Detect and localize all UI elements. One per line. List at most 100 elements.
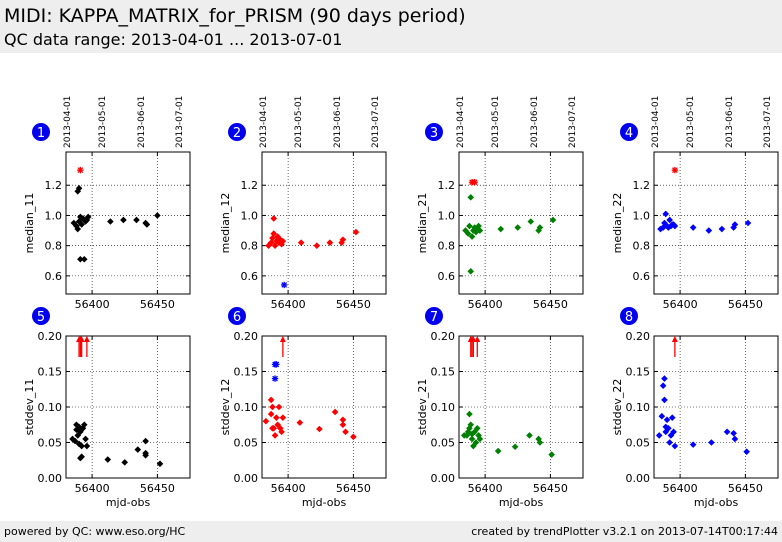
panel-5: 0.00 0.05 0.10 0.15 0.20 56400 56450 stddev_11m… [23,307,191,509]
data-point [313,242,321,249]
data-point [671,222,679,230]
data-point [473,225,481,233]
outlier-point [273,361,280,368]
data-point [275,239,283,246]
data-point [511,443,519,451]
data-point [536,439,544,446]
y-tick-label: 1.0 [633,209,651,222]
data-point [83,442,91,450]
page-title: MIDI: KAPPA_MATRIX_for_PRISM (90 days pe… [4,5,466,27]
data-point [661,375,668,382]
data-point [352,228,360,236]
data-point [339,236,347,243]
data-point [468,435,476,443]
y-tick-label: 0.6 [241,270,259,283]
data-point [476,227,484,234]
x-tick-label: 56400 [663,298,698,311]
y-tick-label: 0.10 [38,401,63,414]
data-point [80,255,88,263]
x-tick-label: 56400 [75,482,110,495]
data-point [77,454,84,462]
data-point [270,230,278,237]
y-tick-label: 0.20 [626,330,651,343]
data-point [471,428,478,436]
x-tick-label: 56400 [468,298,503,311]
data-point [462,227,469,234]
panel-badge [228,307,246,325]
y-tick-label: 0.6 [633,270,651,283]
data-point [350,433,357,441]
y-axis-label: median_22 [611,193,624,254]
y-tick-label: 1.2 [45,179,63,192]
top-date-tick-label: 2013-07-01 [371,96,381,148]
data-point [464,230,472,237]
y-axis-label: stddev_11 [23,379,36,436]
x-tick-label: 56450 [728,482,763,495]
data-point [279,237,287,245]
data-point [270,425,278,432]
x-tick-label: 56400 [271,298,306,311]
data-point [655,432,663,439]
data-point [316,425,323,433]
data-point [273,414,280,421]
panel-6: 0.00 0.05 0.10 0.15 0.20 56400 56450 stddev_12m… [219,307,387,509]
x-tick-label: 56400 [468,482,503,495]
top-date-tick-label: 2013-04-01 [456,96,466,148]
data-point [120,216,127,224]
data-point [77,213,84,221]
y-tick-label: 0.15 [234,366,259,379]
data-point [689,441,697,448]
data-point [659,382,667,389]
top-date-tick-label: 2013-07-01 [568,96,578,148]
top-date-tick-label: 2013-07-01 [175,96,185,148]
data-point [475,432,482,439]
outlier-stroke [273,361,280,368]
y-tick-label: 0.00 [234,472,259,485]
x-axis-label: mjd-obs [106,496,151,509]
footer-powered-by: powered by QC: www.eso.org/HC [4,525,186,538]
data-point [296,419,304,426]
panel-3: 0.6 0.8 1.0 1.2 56400 56450 median_21 2013-04-0… [416,96,584,311]
top-date-tick-label: 2013-06-01 [530,96,540,148]
panel-badge [425,307,443,325]
data-point [661,396,668,404]
outlier-stroke [272,375,278,382]
data-point [276,425,284,432]
data-point [279,414,287,421]
y-tick-label: 0.00 [38,472,63,485]
data-point [497,225,505,233]
top-date-tick-label: 2013-06-01 [333,96,343,148]
out-of-range-arrow [78,336,85,357]
y-axis-label: median_12 [219,193,232,254]
out-of-range-arrow [279,336,286,357]
data-point [665,425,672,432]
arrow-head [470,336,477,342]
data-point [548,451,555,458]
y-tick-label: 0.20 [431,330,456,343]
y-tick-label: 1.0 [241,209,259,222]
data-point [278,240,285,248]
data-point [472,439,480,446]
x-tick-label: 56450 [140,482,175,495]
data-point [662,210,670,218]
data-point [339,421,347,429]
data-point [75,184,83,192]
panel-4: 0.6 0.8 1.0 1.2 56400 56450 median_22 2013-04-0… [611,96,779,311]
data-point [527,218,535,225]
y-tick-label: 1.0 [45,209,63,222]
plot-frame [65,151,191,295]
panel-number: 5 [37,310,45,325]
panel-7: 0.00 0.05 0.10 0.15 0.20 56400 56450 stddev_21m… [416,307,584,509]
data-point [731,221,739,228]
y-tick-label: 0.20 [38,330,63,343]
data-point [74,187,82,195]
data-point [708,439,715,446]
data-point [142,437,149,445]
plot-frame [653,151,779,295]
data-point [658,412,666,420]
top-date-tick-label: 2013-06-01 [725,96,735,148]
data-point [297,239,305,246]
data-point [730,429,737,437]
panel-badge [620,123,638,141]
data-point [463,432,471,439]
